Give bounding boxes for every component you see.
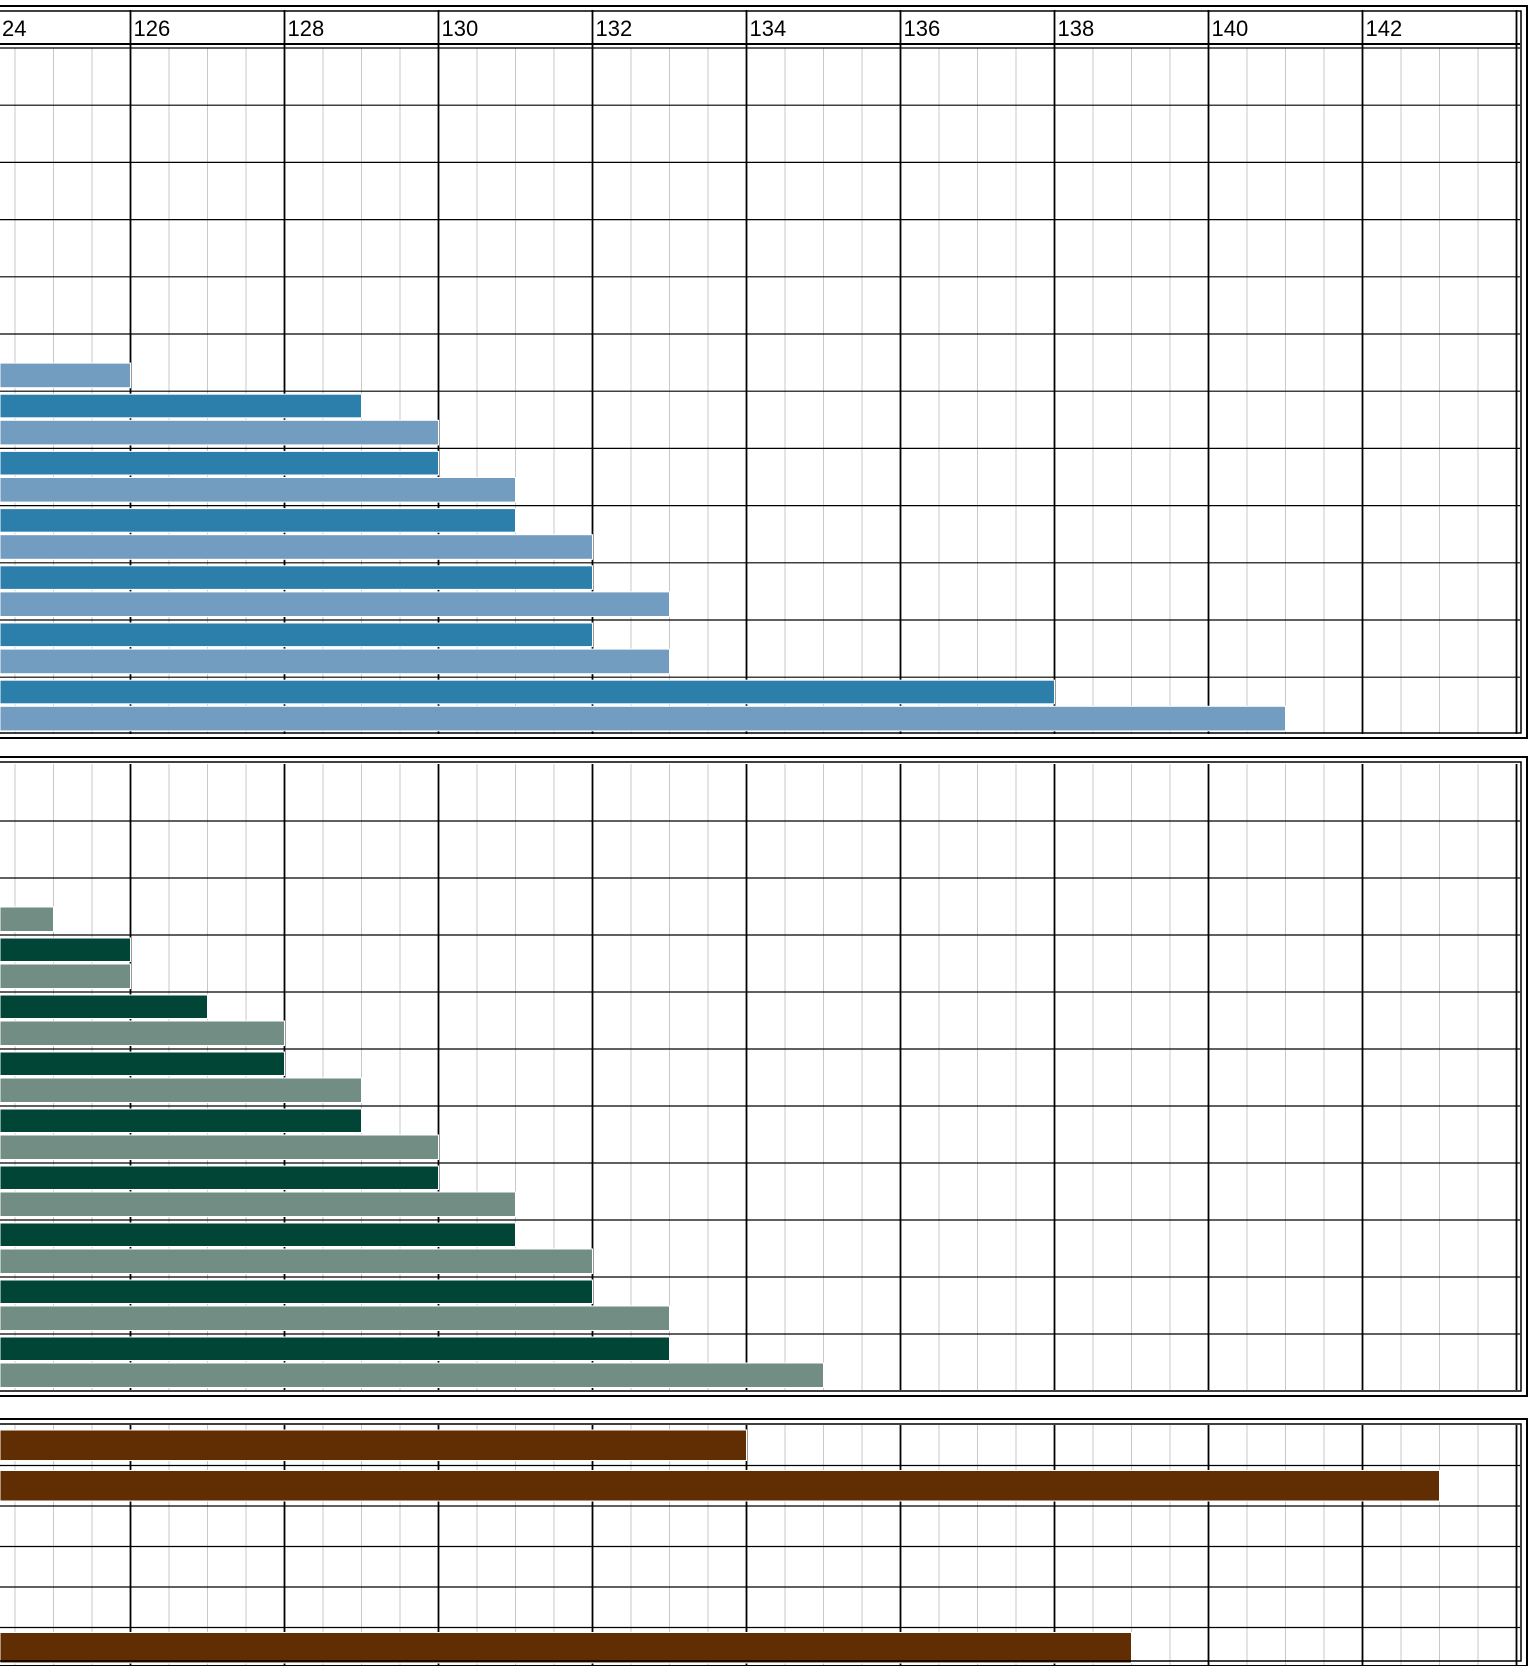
- bar-light: [0, 1305, 670, 1331]
- bar-light: [0, 906, 54, 932]
- bar-light: [0, 705, 1286, 732]
- bar-dark: [0, 565, 593, 590]
- bar-dark: [0, 937, 131, 962]
- x-tick-label: 130: [442, 16, 479, 41]
- bar-dark: [0, 450, 439, 476]
- x-tick-label: 126: [134, 16, 171, 41]
- bar-main: [0, 1632, 1132, 1664]
- x-tick-label: 134: [750, 16, 787, 41]
- x-tick-label: 138: [1058, 16, 1095, 41]
- bottom-panel: [0, 1418, 1528, 1666]
- bar-light: [0, 648, 670, 675]
- bar-dark: [0, 1336, 670, 1361]
- panel-frame-inner: [0, 1423, 1522, 1662]
- bar-light: [0, 1134, 439, 1160]
- bar-dark: [0, 1222, 516, 1247]
- middle-panel: [0, 756, 1528, 1397]
- bar-light: [0, 362, 131, 389]
- bar-main: [0, 1470, 1440, 1502]
- bar-light: [0, 1077, 362, 1103]
- bar-dark: [0, 393, 362, 419]
- bar-light: [0, 419, 439, 446]
- bar-dark: [0, 994, 208, 1019]
- bar-dark: [0, 1165, 439, 1190]
- bar-light: [0, 1362, 824, 1388]
- x-tick-label: 140: [1212, 16, 1249, 41]
- panel-frame-outer: [0, 5, 1528, 739]
- x-tick-label: 132: [596, 16, 633, 41]
- bar-light: [0, 1191, 516, 1217]
- top-panel: 24 126 128 130 132 134 136 138 140 142: [0, 5, 1528, 739]
- x-tick-label: 24: [2, 16, 26, 41]
- bar-main: [0, 1429, 747, 1461]
- panel-frame-outer: [0, 1418, 1528, 1666]
- bar-light: [0, 534, 593, 560]
- bar-light: [0, 1248, 593, 1274]
- panel-frame-inner: [0, 10, 1522, 734]
- x-tick-label: 128: [288, 16, 325, 41]
- panel-frame-outer: [0, 756, 1528, 1397]
- bar-dark: [0, 1051, 285, 1076]
- bar-light: [0, 477, 516, 503]
- bar-dark: [0, 622, 593, 648]
- bar-light: [0, 591, 670, 618]
- bar-dark: [0, 1108, 362, 1133]
- x-tick-label: 136: [904, 16, 941, 41]
- bar-dark: [0, 679, 1055, 705]
- x-tick-label: 142: [1366, 16, 1403, 41]
- bar-light: [0, 963, 131, 989]
- bar-light: [0, 1020, 285, 1046]
- panel-frame-inner: [0, 761, 1522, 1392]
- bar-dark: [0, 508, 516, 533]
- bar-dark: [0, 1279, 593, 1304]
